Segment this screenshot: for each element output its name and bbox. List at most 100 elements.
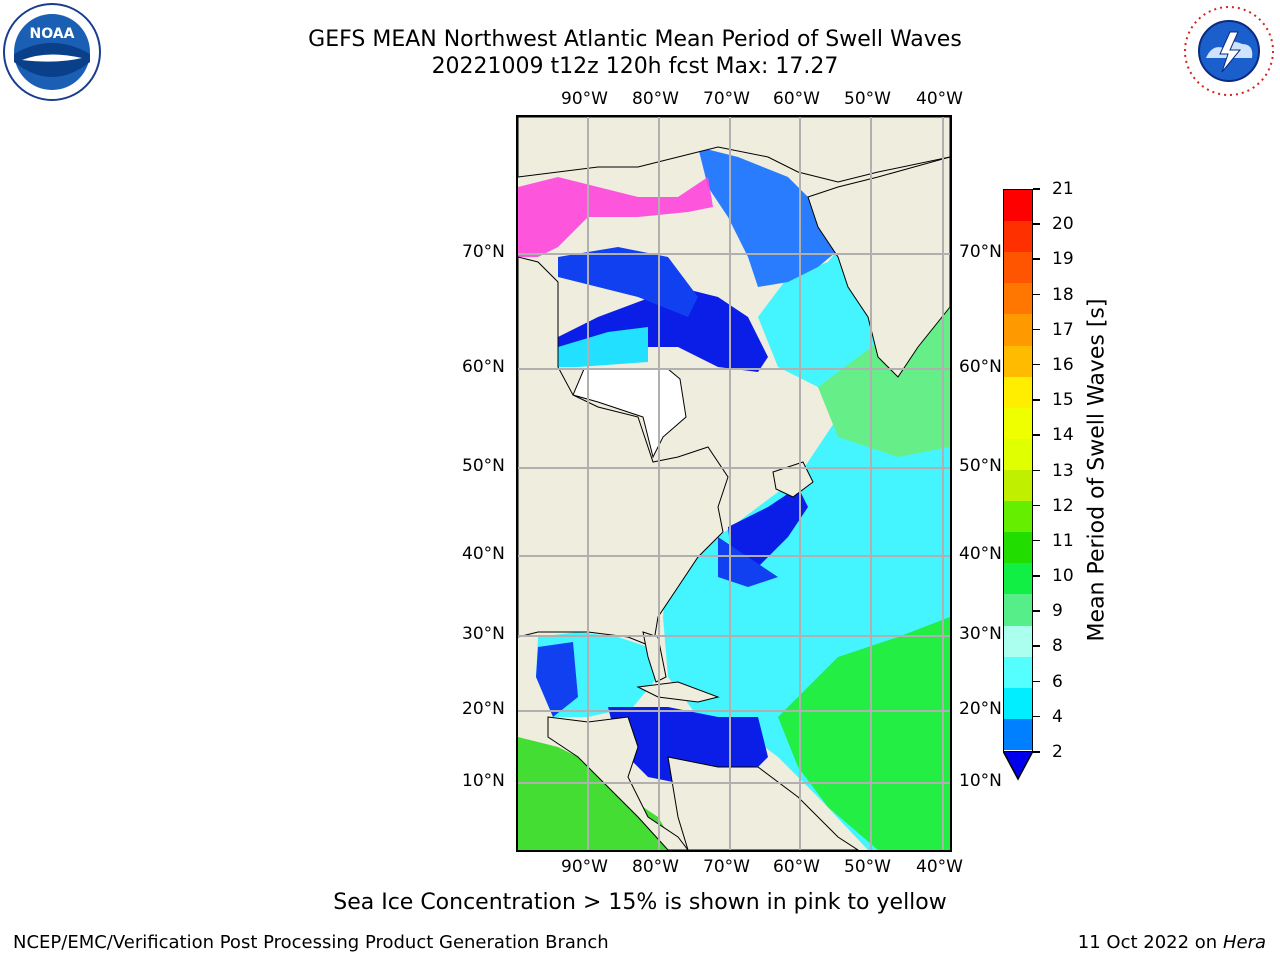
colorbar-under-triangle xyxy=(1003,751,1033,781)
lat-label-left: 50°N xyxy=(462,456,505,476)
colorbar-segment xyxy=(1004,501,1032,533)
colorbar-tick-label: 12 xyxy=(1052,495,1074,516)
colorbar-tick-label: 11 xyxy=(1052,530,1074,551)
colorbar-segment xyxy=(1004,345,1032,378)
sea-ice-footnote: Sea Ice Concentration > 15% is shown in … xyxy=(333,890,947,915)
lon-label-bottom: 80°W xyxy=(632,857,679,877)
colorbar-segment xyxy=(1004,283,1032,315)
footer-date-text: 11 Oct 2022 on xyxy=(1077,932,1223,953)
lon-label-bottom: 90°W xyxy=(561,857,608,877)
lat-label-right: 30°N xyxy=(959,624,1002,644)
colorbar-tick-label: 10 xyxy=(1052,566,1074,587)
lon-label-top: 60°W xyxy=(773,89,820,109)
gulf-of-maine xyxy=(718,537,778,587)
map-canvas xyxy=(518,117,950,850)
gulf-of-mexico-blue xyxy=(536,642,578,717)
lat-label-right: 60°N xyxy=(959,357,1002,377)
lat-label-left: 10°N xyxy=(462,771,505,791)
lon-label-top: 40°W xyxy=(916,89,963,109)
south-america-land xyxy=(667,756,859,850)
newfoundland-land xyxy=(772,461,814,498)
colorbar-tick-mark xyxy=(1033,610,1040,612)
colorbar-tick-mark xyxy=(1033,504,1040,507)
colorbar-tick-mark xyxy=(1033,715,1040,718)
colorbar-segment xyxy=(1004,221,1032,253)
chart-subtitle: 20221009 t12z 120h fcst Max: 17.27 xyxy=(431,54,839,79)
colorbar-tick-label: 13 xyxy=(1052,460,1074,481)
baffin-bay xyxy=(698,147,848,287)
colorbar-tick-mark xyxy=(1033,469,1040,471)
arctic-blue xyxy=(558,247,698,317)
lon-label-top: 90°W xyxy=(561,89,608,109)
colorbar-tick-mark xyxy=(1033,680,1040,683)
colorbar-segment xyxy=(1004,314,1032,347)
colorbar-segment xyxy=(1004,687,1032,720)
colorbar-tick-mark xyxy=(1033,363,1040,366)
lat-label-right: 70°N xyxy=(959,242,1002,262)
green-swell-region xyxy=(778,617,950,850)
colorbar-segment xyxy=(1004,718,1032,751)
colorbar-segment xyxy=(1004,252,1032,284)
colorbar-tick-label: 4 xyxy=(1052,706,1063,727)
footer-date: 11 Oct 2022 on Hera xyxy=(1078,932,1266,953)
gulf-st-lawrence xyxy=(728,487,808,572)
lon-label-top: 80°W xyxy=(632,89,679,109)
lat-label-right: 40°N xyxy=(959,544,1002,564)
colorbar-tick-mark xyxy=(1033,328,1040,331)
lon-label-top: 50°W xyxy=(844,89,891,109)
colorbar-tick-mark xyxy=(1033,293,1040,296)
colorbar-segment xyxy=(1004,594,1032,627)
lon-label-top: 70°W xyxy=(703,89,750,109)
north-america-land xyxy=(518,256,729,648)
lon-label-bottom: 70°W xyxy=(703,857,750,877)
map-panel xyxy=(516,115,952,852)
colorbar-tick-label: 9 xyxy=(1052,601,1063,622)
colorbar-segment xyxy=(1004,563,1032,595)
colorbar-tick-label: 14 xyxy=(1052,425,1074,446)
hudson-bay-cyan xyxy=(558,327,648,367)
colorbar-tick-label: 6 xyxy=(1052,671,1063,692)
lat-label-right: 20°N xyxy=(959,699,1002,719)
colorbar xyxy=(1003,189,1033,752)
colorbar-tick-label: 20 xyxy=(1052,214,1074,235)
colorbar-tick-mark xyxy=(1033,751,1040,753)
colorbar-tick-label: 16 xyxy=(1052,354,1074,375)
greenland-land xyxy=(807,156,950,378)
colorbar-tick-label: 17 xyxy=(1052,319,1074,340)
lat-label-left: 70°N xyxy=(462,242,505,262)
colorbar-segment xyxy=(1004,438,1032,471)
colorbar-tick-label: 8 xyxy=(1052,636,1063,657)
pacific-green xyxy=(518,737,678,850)
colorbar-tick-mark xyxy=(1033,188,1040,190)
colorbar-segment xyxy=(1004,376,1032,409)
colorbar-segment xyxy=(1004,625,1032,658)
colorbar-segment xyxy=(1004,656,1032,689)
colorbar-tick-label: 18 xyxy=(1052,284,1074,305)
colorbar-segment xyxy=(1004,470,1032,502)
colorbar-tick-mark xyxy=(1033,575,1040,577)
nws-logo xyxy=(1180,2,1278,100)
lon-label-bottom: 40°W xyxy=(916,857,963,877)
lon-label-bottom: 60°W xyxy=(773,857,820,877)
lon-label-bottom: 50°W xyxy=(844,857,891,877)
chart-title: GEFS MEAN Northwest Atlantic Mean Period… xyxy=(308,27,962,52)
colorbar-tick-mark xyxy=(1033,258,1040,260)
colorbar-tick-mark xyxy=(1033,645,1040,647)
lat-label-left: 20°N xyxy=(462,699,505,719)
footer-host: Hera xyxy=(1222,932,1266,953)
colorbar-tick-label: 19 xyxy=(1052,249,1074,270)
arctic-land-top xyxy=(518,117,950,183)
colorbar-tick-mark xyxy=(1033,434,1040,436)
colorbar-label: Mean Period of Swell Waves [s] xyxy=(1084,298,1110,642)
colorbar-tick-label: 15 xyxy=(1052,390,1074,411)
noaa-logo: NOAA xyxy=(2,2,102,102)
colorbar-segment xyxy=(1004,190,1032,222)
colorbar-tick-label: 21 xyxy=(1052,179,1074,199)
footer-credit: NCEP/EMC/Verification Post Processing Pr… xyxy=(13,932,609,953)
sea-ice-pink xyxy=(518,177,713,257)
noaa-logo-text: NOAA xyxy=(30,26,75,42)
colorbar-tick-mark xyxy=(1033,539,1040,542)
colorbar-tick-mark xyxy=(1033,399,1040,401)
lat-label-right: 10°N xyxy=(959,771,1002,791)
lat-label-left: 30°N xyxy=(462,624,505,644)
